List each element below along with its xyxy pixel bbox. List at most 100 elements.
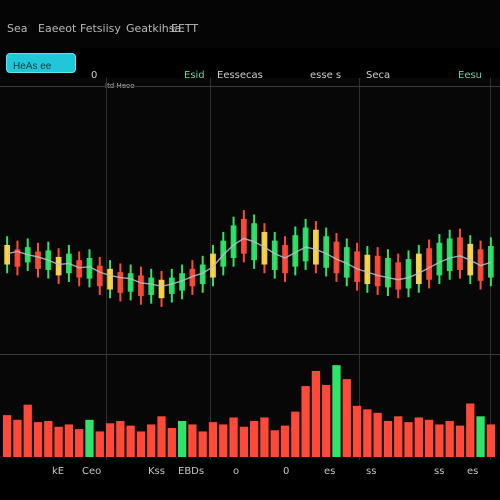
volume-bar [219, 424, 228, 457]
volume-divider [0, 354, 500, 355]
footer-label-1: kE [52, 466, 65, 477]
footer-label-2: Ceo [82, 466, 102, 477]
volume-bar [404, 422, 413, 457]
price-candle [395, 262, 402, 290]
price-candle [14, 249, 21, 267]
price-candle [210, 253, 216, 278]
grid-line-vertical-1 [106, 78, 107, 460]
footer-label-9: ss [434, 466, 445, 477]
volume-bar [486, 424, 495, 457]
volume-bar [435, 424, 444, 457]
price-candle [230, 225, 237, 258]
nav-item-1[interactable]: Sea [7, 22, 28, 35]
volume-bar [33, 422, 43, 457]
price-candle [127, 273, 134, 292]
price-series [4, 210, 494, 307]
volume-bar [270, 430, 279, 457]
volume-bar [44, 420, 53, 457]
metric-0-label: 0 [91, 70, 98, 81]
price-candle [426, 248, 432, 280]
volume-bar [147, 424, 156, 457]
search-input[interactable] [7, 57, 75, 76]
volume-bar [373, 412, 382, 457]
volume-bar [126, 425, 135, 457]
price-candle [55, 256, 62, 276]
metric-1-label: Esid [184, 70, 205, 81]
footer-label-6: 0 [283, 466, 290, 477]
volume-bar [116, 420, 125, 457]
metric-3-label: esse s [310, 70, 342, 81]
price-candle [313, 229, 319, 265]
price-candle [292, 235, 299, 267]
volume-bar [85, 419, 94, 457]
volume-bar [13, 419, 22, 457]
volume-bar [188, 424, 197, 457]
nav-item-2[interactable]: Eaeeot [38, 22, 77, 35]
price-candle [415, 253, 422, 285]
price-candle [138, 275, 144, 297]
price-candle [282, 244, 288, 274]
volume-bar [352, 405, 362, 457]
nav-item-5[interactable]: EETT [171, 22, 199, 35]
chart-svg [3, 210, 495, 457]
volume-bar [311, 370, 321, 457]
volume-bar [476, 416, 485, 457]
price-candle [168, 277, 175, 294]
volume-bar [229, 417, 238, 457]
price-candle [179, 273, 185, 291]
volume-bar [332, 365, 341, 457]
price-line [7, 237, 492, 287]
price-candle [364, 254, 371, 285]
price-candle [487, 246, 494, 278]
price-candle [271, 240, 278, 270]
price-candle [436, 242, 443, 276]
price-candle [405, 259, 412, 289]
price-candle [158, 279, 165, 299]
volume-bar [136, 431, 146, 457]
price-candle [220, 240, 227, 267]
top-divider [0, 86, 500, 87]
volume-bar [466, 403, 475, 457]
volume-bar [75, 429, 84, 457]
price-candle [76, 260, 83, 278]
volume-bar [291, 411, 300, 457]
volume-bar [239, 426, 248, 457]
price-candle [354, 251, 360, 282]
footer-label-8: ss [366, 466, 377, 477]
volume-bar [260, 417, 269, 457]
volume-bar [250, 420, 259, 457]
price-candle [96, 265, 103, 287]
price-candle [117, 272, 124, 293]
price-candle [4, 244, 11, 265]
price-candle [374, 255, 381, 287]
volume-bar [394, 416, 403, 457]
volume-bar [167, 427, 176, 457]
volume-bar [105, 423, 115, 457]
price-candle [343, 247, 350, 278]
volume-bar [23, 404, 32, 457]
metric-2-label: Eessecas [217, 70, 263, 81]
nav-item-3[interactable]: Fetsiisy [80, 22, 121, 35]
price-candle [323, 236, 330, 268]
footer-label-5: o [233, 466, 240, 477]
price-candle [35, 251, 41, 269]
volume-bar [363, 409, 372, 457]
footer-label-3: Kss [148, 466, 165, 477]
nav-item-4[interactable]: Geatkihsa [126, 22, 182, 35]
price-candle [199, 264, 206, 285]
volume-bar [198, 431, 207, 457]
footer-label-4: EBDs [178, 466, 205, 477]
metric-5-label: Eesu [458, 70, 483, 81]
search-field[interactable] [6, 53, 76, 76]
volume-bar [54, 426, 63, 457]
volume-bar [414, 417, 423, 457]
volume-bar [342, 379, 351, 457]
volume-bar [208, 422, 218, 457]
price-candle [86, 258, 93, 279]
price-candle [457, 237, 463, 270]
bottom-strip: kE Ceo Kss EBDs o 0 es ss ss es [0, 460, 500, 500]
volume-bar [383, 420, 393, 457]
volume-bar [445, 420, 454, 457]
volume-bar [64, 424, 74, 457]
trading-chart: 0 Esid Eessecas esse s Seca Eesu Itd Heo… [0, 70, 500, 460]
